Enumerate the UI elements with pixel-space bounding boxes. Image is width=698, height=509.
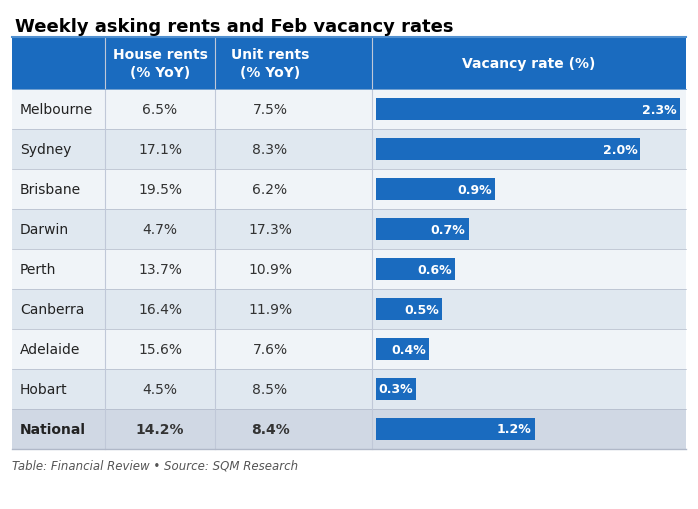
Text: 0.6%: 0.6%: [417, 263, 452, 276]
Bar: [12, 130, 686, 169]
Text: 11.9%: 11.9%: [248, 302, 292, 317]
Text: Melbourne: Melbourne: [20, 103, 94, 117]
Bar: [12, 290, 686, 329]
Text: 7.6%: 7.6%: [253, 343, 288, 356]
Text: 4.7%: 4.7%: [142, 222, 177, 237]
Bar: [12, 38, 686, 90]
Text: 16.4%: 16.4%: [138, 302, 182, 317]
Text: 8.4%: 8.4%: [251, 422, 290, 436]
Text: 2.0%: 2.0%: [602, 143, 637, 156]
Bar: [376, 298, 442, 320]
Bar: [12, 329, 686, 369]
Text: 0.9%: 0.9%: [457, 183, 492, 196]
Text: National: National: [20, 422, 86, 436]
Bar: [12, 210, 686, 249]
Bar: [12, 369, 686, 409]
Bar: [376, 259, 455, 280]
Text: 1.2%: 1.2%: [497, 422, 532, 436]
Bar: [12, 90, 686, 130]
Text: 17.3%: 17.3%: [248, 222, 292, 237]
Bar: [376, 179, 495, 201]
Text: 0.5%: 0.5%: [404, 303, 439, 316]
Text: Hobart: Hobart: [20, 382, 68, 396]
Text: 8.3%: 8.3%: [253, 143, 288, 157]
Text: 0.3%: 0.3%: [378, 383, 413, 395]
Text: Brisbane: Brisbane: [20, 183, 81, 196]
Text: 15.6%: 15.6%: [138, 343, 182, 356]
Text: 7.5%: 7.5%: [253, 103, 288, 117]
Bar: [376, 338, 429, 360]
Text: Table: Financial Review • Source: SQM Research: Table: Financial Review • Source: SQM Re…: [12, 459, 298, 472]
Text: Vacancy rate (%): Vacancy rate (%): [462, 57, 595, 71]
Text: 2.3%: 2.3%: [642, 103, 677, 116]
Text: House rents
(% YoY): House rents (% YoY): [112, 48, 207, 79]
Bar: [376, 418, 535, 440]
Bar: [12, 169, 686, 210]
Text: 13.7%: 13.7%: [138, 263, 182, 276]
Text: Weekly asking rents and Feb vacancy rates: Weekly asking rents and Feb vacancy rate…: [15, 18, 454, 36]
Text: 14.2%: 14.2%: [135, 422, 184, 436]
Text: Canberra: Canberra: [20, 302, 84, 317]
Text: Unit rents
(% YoY): Unit rents (% YoY): [231, 48, 309, 79]
Text: 19.5%: 19.5%: [138, 183, 182, 196]
Text: 0.4%: 0.4%: [391, 343, 426, 356]
Bar: [376, 218, 468, 241]
Text: 8.5%: 8.5%: [253, 382, 288, 396]
Text: 4.5%: 4.5%: [142, 382, 177, 396]
Text: Sydney: Sydney: [20, 143, 71, 157]
Text: 17.1%: 17.1%: [138, 143, 182, 157]
Bar: [376, 378, 415, 400]
Bar: [376, 99, 680, 121]
Text: Perth: Perth: [20, 263, 57, 276]
Bar: [376, 139, 640, 161]
Text: 6.5%: 6.5%: [142, 103, 177, 117]
Text: 10.9%: 10.9%: [248, 263, 292, 276]
Bar: [12, 409, 686, 449]
Text: 6.2%: 6.2%: [253, 183, 288, 196]
Bar: [12, 249, 686, 290]
Text: Darwin: Darwin: [20, 222, 69, 237]
Text: 0.7%: 0.7%: [431, 223, 466, 236]
Text: Adelaide: Adelaide: [20, 343, 80, 356]
